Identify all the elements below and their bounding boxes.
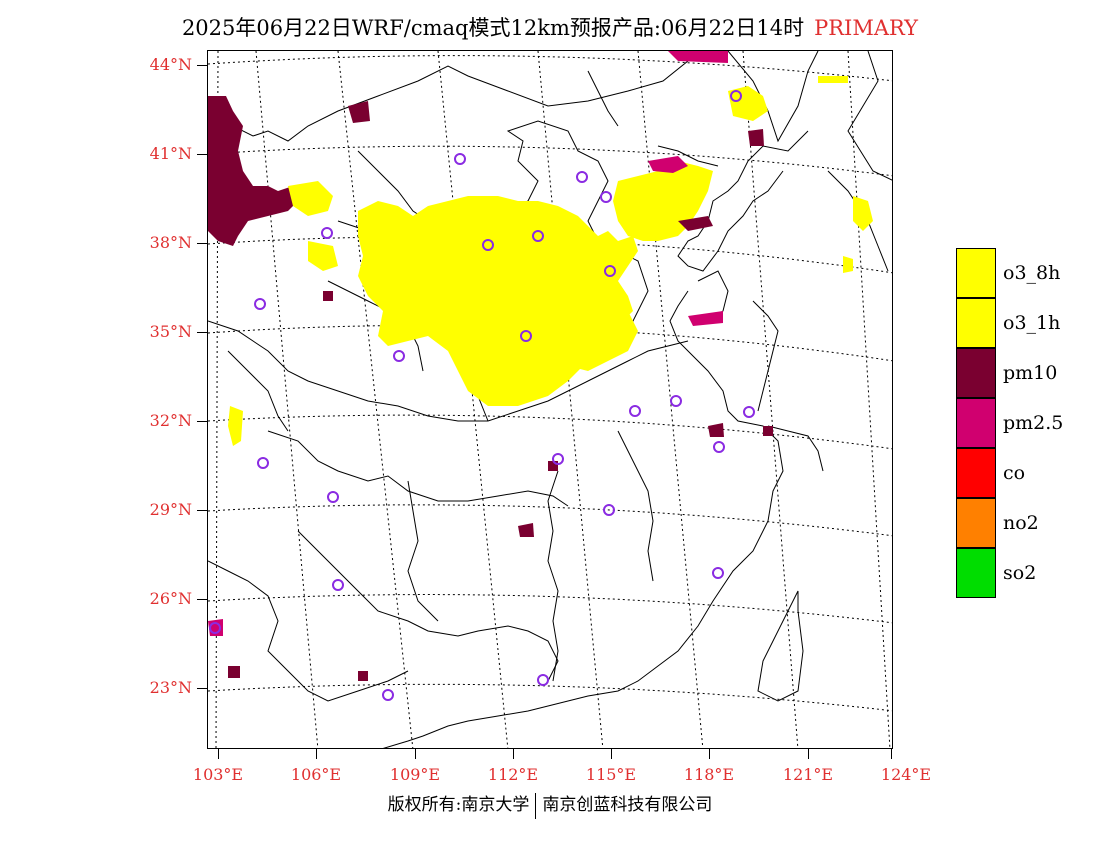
lon-label-115: 115°E xyxy=(585,765,637,784)
lat-label-23: 23°N xyxy=(149,678,192,697)
legend-swatch xyxy=(956,448,996,498)
map-title: 2025年06月22日WRF/cmaq模式12km预报产品:06月22日14时 P… xyxy=(0,12,1100,42)
legend-label: o3_8h xyxy=(1003,262,1061,284)
legend-swatch xyxy=(956,248,996,298)
legend-swatch xyxy=(956,498,996,548)
lon-tick xyxy=(808,749,809,759)
lon-tick xyxy=(316,749,317,759)
lon-label-103: 103°E xyxy=(192,765,244,784)
lat-tick xyxy=(197,154,207,155)
legend-swatch xyxy=(956,348,996,398)
lon-tick xyxy=(611,749,612,759)
legend-label: co xyxy=(1003,462,1026,484)
pollutant-patches xyxy=(208,51,873,681)
legend-swatch xyxy=(956,398,996,448)
lat-tick xyxy=(197,243,207,244)
lon-label-121: 121°E xyxy=(782,765,834,784)
legend-label: pm2.5 xyxy=(1003,412,1064,434)
map-panel[interactable] xyxy=(207,50,893,749)
lon-label-109: 109°E xyxy=(389,765,441,784)
lat-label-38: 38°N xyxy=(149,233,192,252)
legend-label: no2 xyxy=(1003,512,1039,534)
legend-swatch xyxy=(956,548,996,598)
copyright-divider xyxy=(535,792,537,819)
title-text: 2025年06月22日WRF/cmaq模式12km预报产品:06月22日14时 xyxy=(181,16,805,40)
lat-label-29: 29°N xyxy=(149,500,192,519)
legend-label: so2 xyxy=(1003,562,1037,584)
lon-label-118: 118°E xyxy=(683,765,735,784)
borders xyxy=(208,51,892,748)
lon-tick xyxy=(513,749,514,759)
lon-label-112: 112°E xyxy=(487,765,539,784)
lat-tick xyxy=(197,599,207,600)
map-canvas xyxy=(208,51,892,748)
station-markers xyxy=(209,90,755,701)
lat-label-41: 41°N xyxy=(149,144,192,163)
lat-label-32: 32°N xyxy=(149,411,192,430)
lat-tick xyxy=(197,510,207,511)
lat-label-26: 26°N xyxy=(149,589,192,608)
lat-tick xyxy=(197,688,207,689)
legend-swatch xyxy=(956,298,996,348)
lon-tick xyxy=(218,749,219,759)
lat-tick xyxy=(197,332,207,333)
copyright-company: 南京创蓝科技有限公司 xyxy=(542,795,713,815)
lat-label-35: 35°N xyxy=(149,322,192,341)
lon-label-124: 124°E xyxy=(880,765,932,784)
legend-label: pm10 xyxy=(1003,362,1058,384)
lon-tick xyxy=(709,749,710,759)
legend-label: o3_1h xyxy=(1003,312,1061,334)
lon-tick xyxy=(415,749,416,759)
lon-label-106: 106°E xyxy=(290,765,342,784)
lat-tick xyxy=(197,65,207,66)
lon-tick xyxy=(891,749,892,759)
primary-label: PRIMARY xyxy=(814,16,919,40)
lat-tick xyxy=(197,421,207,422)
lat-label-44: 44°N xyxy=(149,55,192,74)
copyright-owner: 版权所有:南京大学 xyxy=(387,795,530,815)
copyright: 版权所有:南京大学 南京创蓝科技有限公司 xyxy=(0,790,1100,819)
